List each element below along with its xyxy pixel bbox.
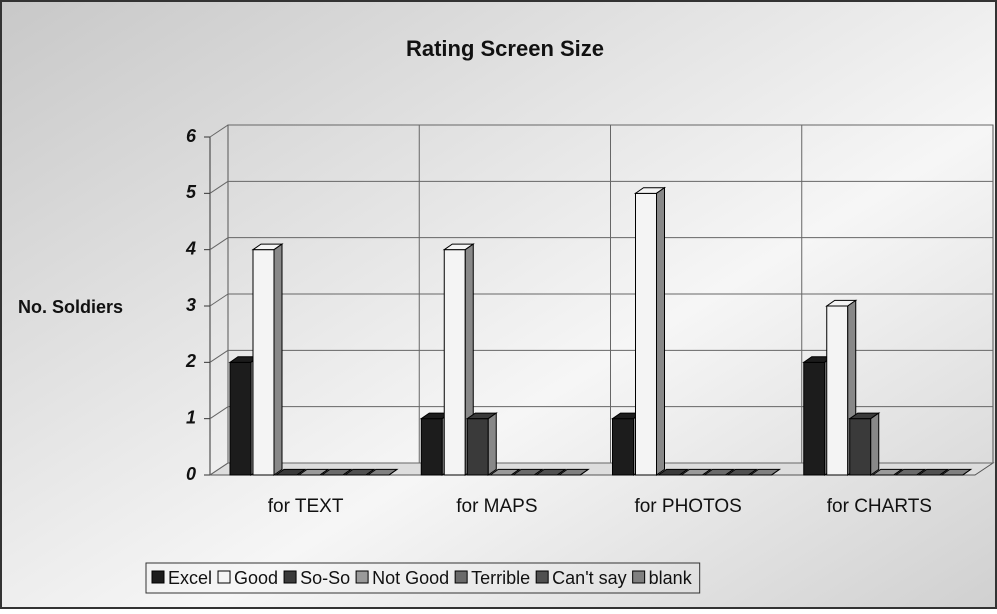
bar-side — [533, 468, 543, 476]
bar — [343, 468, 376, 476]
legend-swatch — [535, 570, 549, 584]
x-tick-label: for MAPS — [456, 496, 537, 517]
bar — [320, 468, 353, 476]
bar-side — [939, 468, 949, 476]
bar — [251, 243, 284, 476]
bar — [725, 468, 759, 476]
y-tick-label: 1 — [186, 407, 196, 427]
bar-side — [319, 468, 329, 476]
y-tick-label: 5 — [186, 182, 197, 202]
x-tick-label: for PHOTOS — [634, 496, 741, 517]
bar — [871, 468, 904, 476]
legend-swatch — [217, 570, 231, 584]
grid-line — [209, 237, 229, 251]
bar — [297, 468, 330, 476]
bar-front — [443, 249, 466, 476]
bar — [557, 468, 590, 476]
legend-swatch — [151, 570, 165, 584]
bar — [702, 468, 736, 476]
bar-side — [916, 468, 926, 476]
y-tick-label: 6 — [186, 126, 197, 146]
bar-side — [870, 412, 880, 476]
y-tick-label: 4 — [185, 238, 196, 258]
legend-label: Excel — [168, 568, 212, 588]
bar — [917, 468, 950, 476]
x-tick-label: for CHARTS — [827, 496, 932, 517]
bar-side — [579, 468, 589, 476]
bar-side — [388, 468, 398, 476]
bar — [748, 468, 782, 476]
grid-line — [209, 462, 229, 476]
bar — [940, 468, 973, 476]
bar-side — [556, 468, 566, 476]
bar-front — [612, 418, 634, 476]
y-tick-label: 0 — [186, 464, 196, 484]
bar — [465, 412, 498, 476]
y-tick-label: 2 — [185, 351, 196, 371]
grid-line — [209, 180, 229, 194]
bar-front — [849, 418, 872, 476]
legend-swatch — [283, 570, 297, 584]
legend-label: blank — [649, 568, 693, 588]
grid-line — [209, 293, 229, 307]
bar — [488, 468, 521, 476]
bar-side — [296, 468, 306, 476]
bar-front — [466, 418, 489, 476]
bar — [366, 468, 399, 476]
bar-side — [656, 186, 665, 476]
legend-swatch — [632, 570, 646, 584]
legend-label: Can't say — [552, 568, 626, 588]
legend-label: Not Good — [372, 568, 449, 588]
bar-side — [962, 468, 972, 476]
bar — [534, 468, 567, 476]
bar — [633, 186, 667, 476]
legend-label: Good — [234, 568, 278, 588]
bar-front — [229, 361, 252, 476]
bar-side — [487, 412, 497, 476]
legend-box — [145, 562, 701, 594]
legend-swatch — [355, 570, 369, 584]
legend-swatch — [454, 570, 468, 584]
bar — [511, 468, 544, 476]
legend-label: Terrible — [471, 568, 530, 588]
x-tick-label: for TEXT — [268, 496, 344, 517]
bar-side — [679, 468, 688, 476]
grid-line — [209, 124, 229, 138]
y-axis-label: No. Soldiers — [18, 297, 123, 317]
bar — [679, 468, 713, 476]
bar — [894, 468, 927, 476]
bar — [848, 412, 881, 476]
bar — [656, 468, 690, 476]
bar-side — [748, 468, 757, 476]
legend-label: So-So — [300, 568, 350, 588]
bar-side — [771, 468, 780, 476]
bar-front — [252, 249, 275, 476]
bar-side — [365, 468, 375, 476]
grid-line — [209, 349, 229, 363]
bar-front — [635, 192, 657, 476]
bar-side — [273, 243, 283, 476]
grid-line — [209, 406, 229, 420]
bar-front — [803, 361, 826, 476]
bar-side — [510, 468, 520, 476]
bar-front — [826, 305, 849, 476]
bar-side — [725, 468, 734, 476]
bar-side — [893, 468, 903, 476]
chart-title: Rating Screen Size — [406, 36, 604, 61]
bar-front — [420, 418, 443, 476]
bar-side — [702, 468, 711, 476]
bar-side — [342, 468, 352, 476]
bar — [274, 468, 307, 476]
y-tick-label: 3 — [186, 295, 196, 315]
